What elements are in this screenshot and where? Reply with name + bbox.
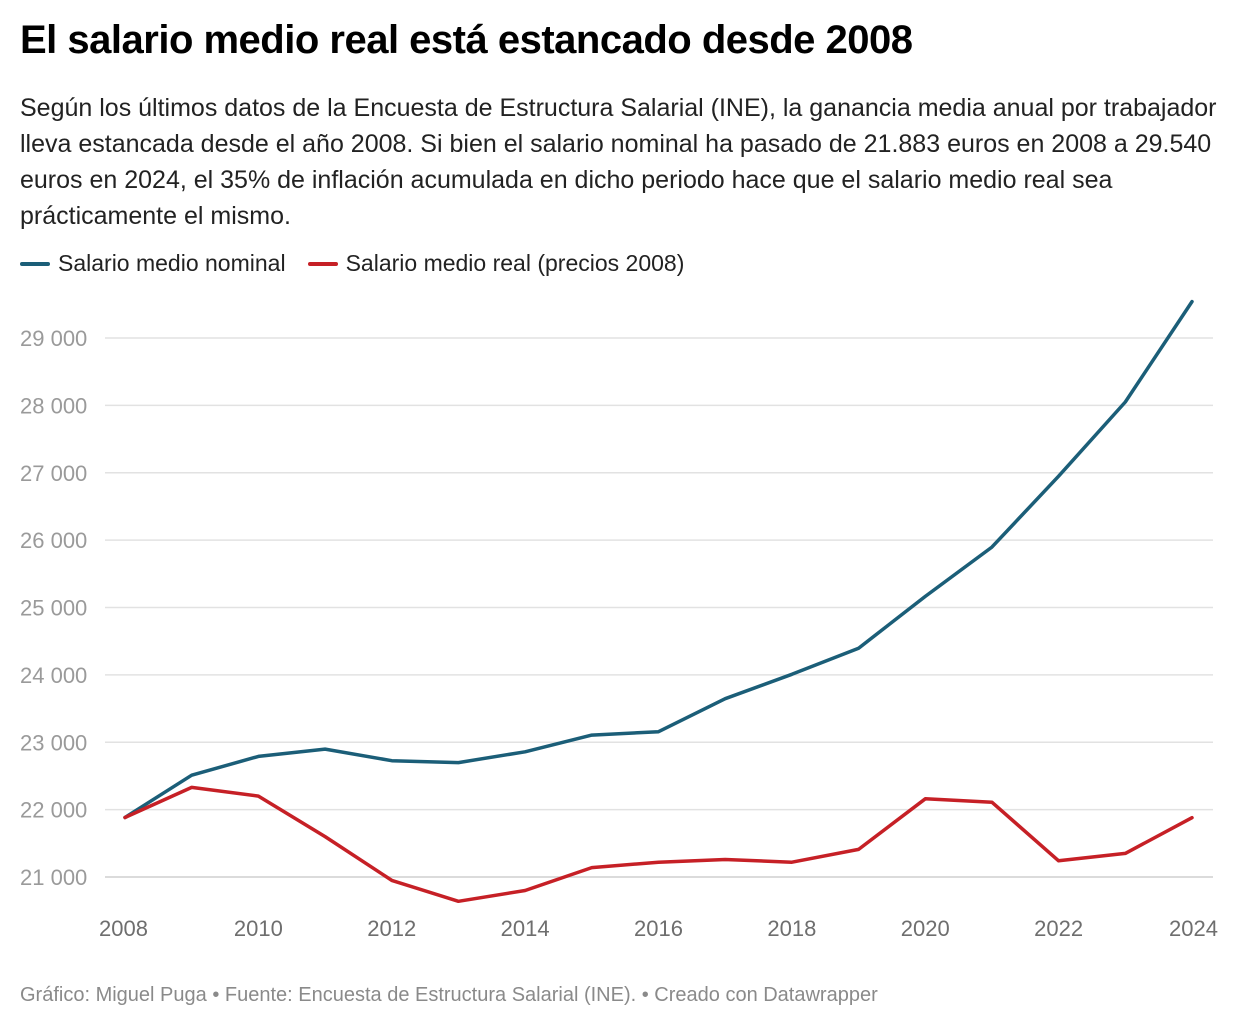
- x-tick-label-2022: 2022: [1034, 916, 1083, 941]
- legend-swatch-nominal: [20, 261, 50, 266]
- x-tick-label-2024: 2024: [1169, 916, 1218, 941]
- y-tick-label-22000: 22 000: [20, 798, 87, 823]
- gridlines: [105, 337, 1213, 878]
- y-tick-label-27000: 27 000: [20, 461, 87, 486]
- y-tick-label-28000: 28 000: [20, 393, 87, 418]
- chart-subtitle: Según los últimos datos de la Encuesta d…: [20, 94, 1217, 230]
- legend-label-real: Salario medio real (precios 2008): [345, 250, 685, 276]
- y-tick-label-29000: 29 000: [20, 326, 87, 351]
- y-tick-label-25000: 25 000: [20, 596, 87, 621]
- series-line-real: [123, 785, 1194, 904]
- x-axis-ticks: 2008 2010 2012 2014 2016 2018 2020 2022 2024: [99, 916, 1218, 941]
- y-axis-ticks: 21 000 22 000 23 000 24 000 25 000 26 000 27 0…: [20, 326, 87, 890]
- x-tick-label-2018: 2018: [767, 916, 816, 941]
- legend-item-real: Salario medio real (precios 2008): [307, 250, 685, 277]
- x-tick-label-2008: 2008: [99, 916, 148, 941]
- x-tick-label-2020: 2020: [901, 916, 950, 941]
- legend-swatch-real: [307, 261, 338, 266]
- source-footer: Gráfico: Miguel Puga • Fuente: Encuesta …: [20, 984, 878, 1006]
- y-tick-label-26000: 26 000: [20, 528, 87, 553]
- x-tick-label-2012: 2012: [367, 916, 416, 941]
- legend-label-nominal: Salario medio nominal: [58, 250, 286, 276]
- series-lines: [123, 299, 1194, 904]
- y-tick-label-24000: 24 000: [20, 663, 87, 688]
- x-tick-label-2016: 2016: [634, 916, 683, 941]
- legend-item-nominal: Salario medio nominal: [20, 250, 286, 277]
- chart-title: El salario medio real está estancado des…: [20, 18, 913, 62]
- x-tick-label-2010: 2010: [234, 916, 283, 941]
- y-tick-label-23000: 23 000: [20, 730, 87, 755]
- series-line-nominal: [123, 299, 1194, 820]
- legend: Salario medio nominal Salario medio real…: [20, 250, 684, 277]
- y-tick-label-21000: 21 000: [20, 865, 87, 890]
- line-chart: 21 000 22 000 23 000 24 000 25 000 26 000 27 0…: [20, 299, 1218, 941]
- x-tick-label-2014: 2014: [501, 916, 550, 941]
